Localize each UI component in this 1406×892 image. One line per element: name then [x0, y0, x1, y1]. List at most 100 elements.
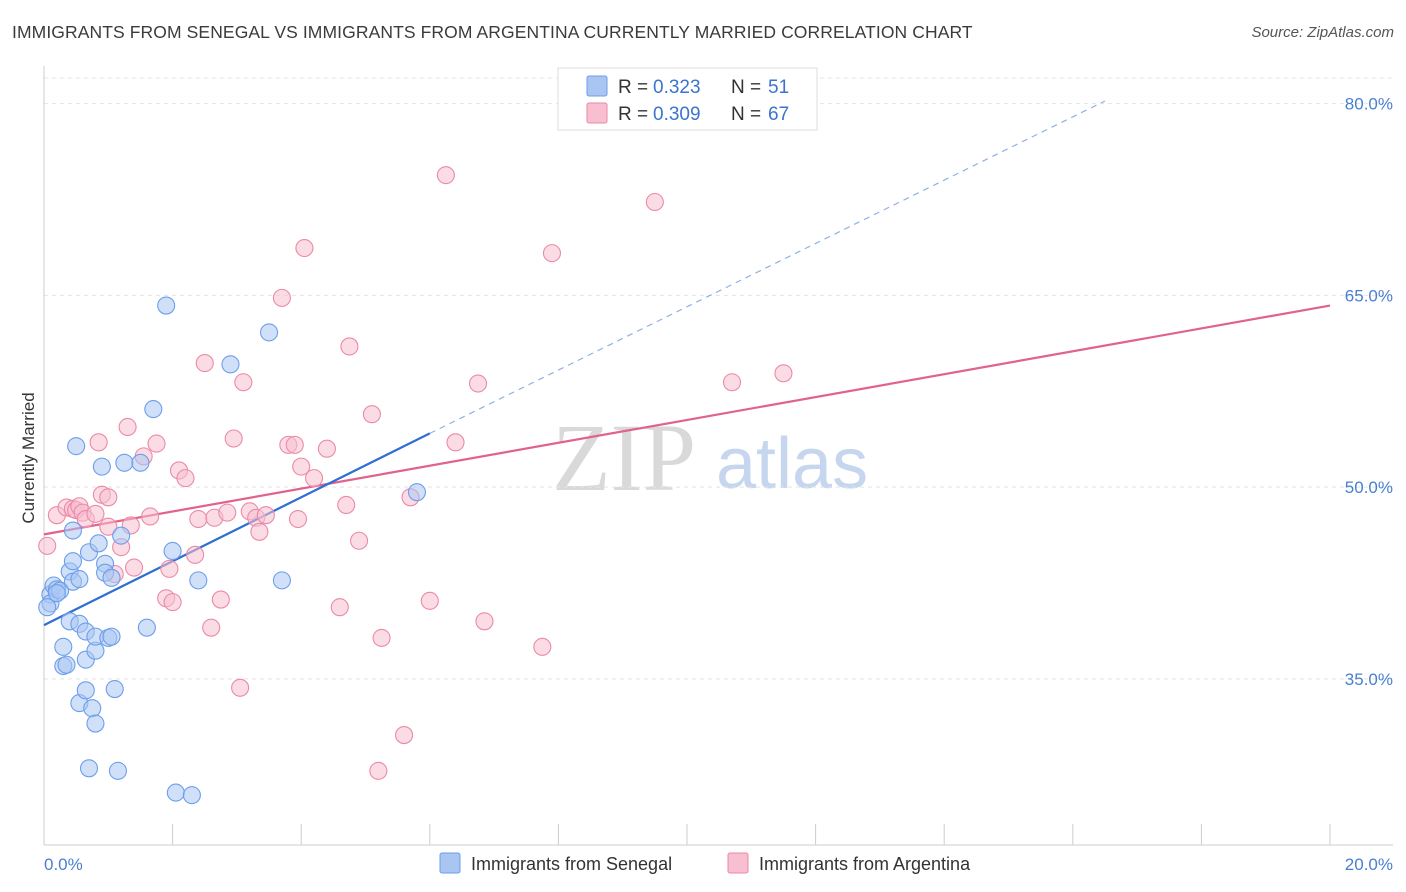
- point-senegal: [83, 699, 102, 718]
- point-senegal: [63, 521, 82, 540]
- legend-n-value-senegal: 51: [768, 77, 789, 98]
- point-senegal: [102, 627, 121, 646]
- point-argentina: [189, 509, 208, 529]
- legend-n-value-argentina: 67: [768, 104, 789, 125]
- bottom-legend-swatch-senegal: [439, 852, 461, 874]
- point-argentina: [195, 354, 214, 373]
- point-argentina: [340, 337, 359, 356]
- point-senegal: [163, 541, 182, 561]
- legend-r-value-senegal: 0.323: [653, 77, 701, 98]
- point-argentina: [124, 558, 144, 577]
- point-argentina: [288, 509, 308, 529]
- point-argentina: [186, 545, 205, 564]
- y-tick-label: 65.0%: [1345, 286, 1393, 305]
- point-argentina: [305, 469, 324, 488]
- point-senegal: [67, 437, 86, 456]
- point-senegal: [86, 714, 105, 733]
- point-argentina: [533, 637, 552, 656]
- point-senegal: [105, 679, 124, 699]
- trend-line-senegal-extension: [429, 100, 1106, 434]
- x-tick-label-min: 0.0%: [44, 855, 83, 874]
- point-argentina: [147, 434, 166, 453]
- bottom-legend-label-senegal: Immigrants from Senegal: [471, 854, 672, 874]
- trend-line-senegal: [43, 432, 431, 627]
- bottom-legend-swatch-argentina: [727, 852, 749, 874]
- trend-line-argentina: [43, 304, 1331, 536]
- point-argentina: [163, 593, 182, 612]
- point-argentina: [542, 244, 562, 263]
- point-senegal: [38, 598, 57, 617]
- y-axis-label: Currently Married: [19, 392, 38, 523]
- point-argentina: [141, 507, 160, 526]
- x-tick-label-max: 20.0%: [1345, 855, 1393, 874]
- y-tick-labels: 35.0% 50.0% 65.0% 80.0%: [1345, 95, 1393, 689]
- point-argentina: [337, 495, 356, 515]
- point-argentina: [224, 429, 243, 448]
- point-argentina: [99, 517, 118, 536]
- point-argentina: [160, 559, 179, 578]
- legend: R = 0.323 N = 51 R = 0.309 N = 67: [557, 67, 818, 131]
- point-senegal: [407, 483, 426, 502]
- point-argentina: [446, 433, 465, 452]
- bottom-legend: Immigrants from Senegal Immigrants from …: [439, 852, 971, 874]
- point-senegal: [144, 400, 163, 419]
- point-argentina: [395, 726, 414, 745]
- point-argentina: [89, 433, 108, 452]
- point-argentina: [436, 166, 455, 185]
- point-senegal: [115, 453, 134, 472]
- point-argentina: [272, 288, 291, 307]
- point-senegal: [272, 571, 291, 590]
- point-argentina: [362, 405, 381, 424]
- data-points: [38, 166, 793, 805]
- point-senegal: [92, 457, 111, 476]
- point-argentina: [292, 457, 311, 476]
- trend-lines: [43, 100, 1331, 627]
- point-argentina: [420, 591, 439, 610]
- bottom-legend-label-argentina: Immigrants from Argentina: [759, 854, 971, 874]
- point-senegal: [108, 761, 127, 780]
- point-senegal: [47, 584, 66, 603]
- point-argentina: [176, 469, 195, 488]
- point-senegal: [189, 571, 208, 590]
- point-senegal: [63, 552, 82, 571]
- legend-swatch-senegal: [586, 75, 608, 97]
- point-senegal: [57, 655, 76, 674]
- point-argentina: [774, 364, 793, 383]
- point-argentina: [468, 374, 488, 393]
- point-argentina: [218, 503, 237, 522]
- legend-r-value-argentina: 0.309: [653, 104, 701, 125]
- point-senegal: [166, 783, 185, 802]
- point-senegal: [89, 534, 108, 553]
- axes: [43, 66, 1393, 846]
- point-senegal: [182, 786, 201, 805]
- point-senegal: [76, 681, 95, 700]
- point-argentina: [250, 522, 269, 541]
- watermark-zip: ZIP: [552, 404, 696, 511]
- y-tick-label: 80.0%: [1345, 95, 1393, 114]
- legend-n-label: N =: [731, 77, 761, 98]
- point-senegal: [112, 526, 131, 545]
- point-senegal: [70, 570, 89, 589]
- y-tick-label: 35.0%: [1345, 670, 1393, 689]
- point-argentina: [295, 238, 314, 258]
- watermark-atlas: atlas: [716, 424, 868, 504]
- point-argentina: [475, 612, 494, 631]
- point-argentina: [645, 192, 664, 212]
- point-argentina: [722, 373, 742, 392]
- point-argentina: [99, 488, 118, 507]
- point-senegal: [157, 296, 176, 315]
- point-senegal: [221, 355, 240, 374]
- point-senegal: [131, 453, 150, 472]
- point-argentina: [317, 439, 336, 458]
- point-senegal: [259, 323, 279, 342]
- point-argentina: [118, 417, 137, 437]
- chart-title: IMMIGRANTS FROM SENEGAL VS IMMIGRANTS FR…: [12, 22, 973, 42]
- point-argentina: [350, 531, 369, 550]
- point-argentina: [38, 536, 57, 555]
- point-argentina: [86, 504, 105, 523]
- legend-n-label: N =: [731, 104, 761, 125]
- point-argentina: [256, 506, 275, 525]
- point-senegal: [79, 759, 99, 778]
- point-argentina: [202, 618, 221, 637]
